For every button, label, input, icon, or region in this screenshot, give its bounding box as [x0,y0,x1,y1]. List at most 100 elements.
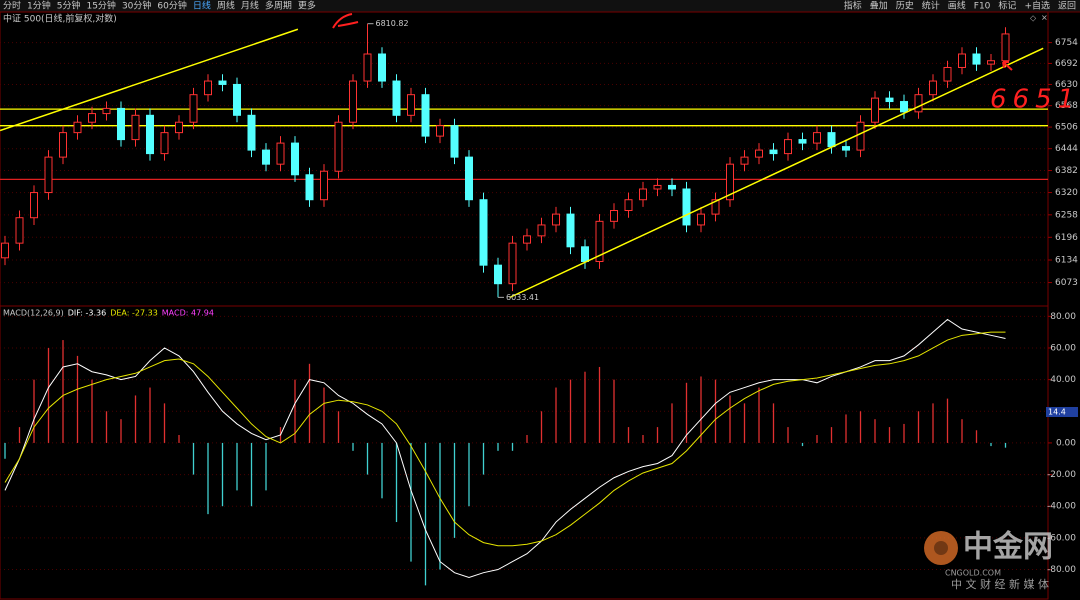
candle-body [160,132,169,155]
candle-body [465,156,473,201]
candle-body [59,132,67,158]
logo [924,531,958,565]
toolbar-button[interactable]: 叠加 [870,1,888,12]
candle-body [624,199,633,212]
candle-body [726,163,734,201]
candle-body [740,156,749,165]
candle-body [363,53,372,82]
y-tick-label: 6134 [1055,256,1078,266]
legend-entry: DIF: -3.36 [68,309,106,318]
candle-body [769,149,778,155]
candle-body [73,121,82,134]
candle-body [668,184,676,190]
toolbar-button[interactable]: 标记 [998,0,1016,12]
legend-entry: MACD: 47.94 [162,309,214,318]
candle-body [798,139,807,144]
toolbar-tab[interactable]: 5分钟 [57,0,81,12]
toolbar-tab[interactable]: 更多 [298,0,316,12]
candle-body [479,199,488,266]
hand-arrow [1002,61,1013,71]
macd-line [4,331,1006,547]
y-tick-label: -60.00 [1047,533,1076,543]
toolbar-button[interactable]: +自选 [1024,0,1050,12]
marker-label: 14.4 [1048,408,1066,417]
trend-line [0,28,299,132]
candle-body [711,199,720,215]
toolbar-tab[interactable]: 60分钟 [157,0,186,12]
candle-body [914,94,923,113]
candle-body [421,94,430,137]
candle-body [1001,33,1010,62]
candle-body [856,121,865,151]
y-tick-label: 6382 [1055,166,1078,176]
toolbar-button[interactable]: 历史 [896,0,914,12]
candle-body [276,142,285,165]
trend-line [509,47,1044,299]
candle-body [943,66,952,82]
candle-body [784,139,792,155]
toolbar-tab[interactable]: 月线 [241,0,259,12]
toolbar-tab[interactable]: 多周期 [265,0,292,12]
candle-body [88,113,96,123]
y-tick-label: -20.00 [1047,470,1076,480]
toolbar-tab[interactable]: 日线 [193,0,211,12]
handwritten-note: 6651 [990,85,1080,115]
brand-site: CNGOLD.COM [945,569,1001,578]
y-tick-label: 60.00 [1050,343,1076,353]
toolbar-tab[interactable]: 15分钟 [86,0,115,12]
candle-body [436,125,444,137]
toolbar-tab[interactable]: 分时 [3,0,21,12]
candle-body [900,101,908,113]
toolbar-button[interactable]: F10 [974,2,991,12]
candle-body [247,114,256,151]
toolbar-button[interactable]: 统计 [922,0,940,12]
candle-body [566,213,575,248]
indicator-name: MACD(12,26,9) [3,309,64,318]
y-tick-label: 6073 [1055,278,1078,288]
logo-hole [934,541,948,555]
toolbar-tab[interactable]: 1分钟 [27,0,51,12]
candle-body [508,242,517,285]
toolbar-tab[interactable]: 30分钟 [122,0,151,12]
y-tick-label: -80.00 [1047,565,1076,575]
candle-body [929,80,937,96]
chart-title: 中证 500(日线,前复权,对数) [3,13,117,25]
toolbar-button[interactable]: 指标 [844,0,862,12]
candle-body [102,107,111,115]
settings-icon[interactable]: ◇ [1030,14,1037,23]
candle-body [131,114,140,141]
candle-body [494,264,502,285]
candle-body [523,235,531,244]
macd-line [4,318,1006,578]
annotation: 6033.41 [506,293,539,302]
candle-body [407,94,415,116]
y-tick-label: -40.00 [1047,502,1076,512]
candle-body [697,213,705,226]
hand-mark [332,13,359,29]
y-tick-label: 6630 [1055,80,1078,90]
candle-body [653,184,662,190]
toolbar-tab[interactable]: 周线 [217,0,235,12]
legend-entry: DEA: -27.33 [110,309,158,318]
candle-body [682,188,691,226]
candle-body [885,97,894,103]
toolbar-button[interactable]: 画线 [948,0,966,12]
candle-body [44,156,53,194]
candle-body [189,94,198,123]
toolbar-button[interactable]: 返回 [1058,0,1076,12]
candle-body [146,114,154,155]
candle-body [30,192,38,219]
y-tick-label: 6692 [1055,59,1078,69]
candle-body [1,242,9,259]
y-tick-label: 6258 [1055,210,1078,220]
candle-body [392,80,401,116]
toolbar [0,0,1080,12]
candle-body [204,80,212,96]
close-icon[interactable]: ✕ [1041,14,1048,23]
candle-body [15,217,24,244]
y-tick-label: 6320 [1055,188,1078,198]
brand: 中金网 [963,530,1053,565]
candle-body [175,121,183,134]
y-tick-label: 6568 [1055,101,1078,111]
